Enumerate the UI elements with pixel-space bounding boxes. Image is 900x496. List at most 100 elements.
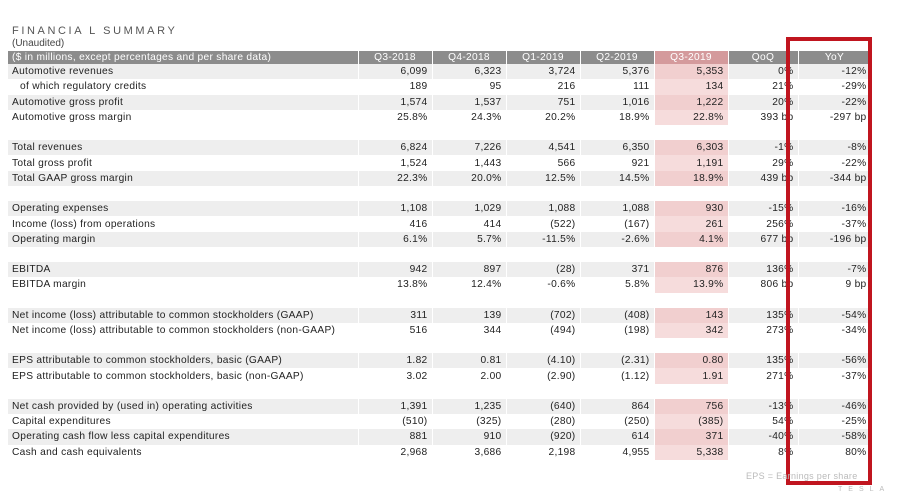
cell-q3-2018: (510) bbox=[358, 414, 433, 430]
cell-q4-2018: 1,235 bbox=[432, 398, 507, 415]
table-row: EPS attributable to common stockholders,… bbox=[8, 353, 872, 369]
cell-q4-2018: 3,686 bbox=[432, 444, 507, 460]
row-label: Income (loss) from operations bbox=[8, 216, 359, 232]
cell-q3-2019: (385) bbox=[654, 414, 729, 430]
row-label: EPS attributable to common stockholders,… bbox=[8, 368, 359, 384]
cell-qoq: 256% bbox=[728, 216, 799, 232]
cell-yoy: -54% bbox=[798, 307, 872, 323]
cell-q3-2019: 5,338 bbox=[654, 444, 729, 460]
cell-qoq: 439 bp bbox=[728, 170, 799, 187]
cell-q3-2019: 143 bbox=[654, 307, 729, 323]
cell-q3-2018: 13.8% bbox=[358, 277, 433, 293]
cell-qoq: 136% bbox=[728, 261, 799, 278]
group-spacer bbox=[8, 292, 872, 308]
cell-q2-2019: 14.5% bbox=[580, 170, 655, 187]
cell-yoy: -46% bbox=[798, 398, 872, 415]
yoy-highlight-box bbox=[786, 37, 872, 485]
table-header-row: ($ in millions, except percentages and p… bbox=[8, 51, 872, 64]
table-row: Automotive revenues 6,099 6,323 3,724 5,376 5… bbox=[8, 64, 872, 80]
cell-q3-2018: 189 bbox=[358, 79, 433, 95]
row-label: EBITDA bbox=[8, 261, 359, 278]
cell-q3-2018: 881 bbox=[358, 429, 433, 445]
group-spacer bbox=[8, 338, 872, 354]
row-label: of which regulatory credits bbox=[8, 79, 359, 95]
cell-qoq: 54% bbox=[728, 414, 799, 430]
cell-qoq: 806 bp bbox=[728, 277, 799, 293]
table-row: Net income (loss) attributable to common… bbox=[8, 307, 872, 323]
table-row: EBITDA margin 13.8% 12.4% -0.6% 5.8% 13.9% 806… bbox=[8, 277, 872, 293]
cell-q3-2019: 371 bbox=[654, 429, 729, 445]
cell-q3-2019: 6,303 bbox=[654, 140, 729, 156]
cell-q4-2018: 12.4% bbox=[432, 277, 507, 293]
cell-q3-2018: 3.02 bbox=[358, 368, 433, 384]
cell-yoy: -16% bbox=[798, 201, 872, 217]
cell-q3-2019: 930 bbox=[654, 201, 729, 217]
table-row: of which regulatory credits 189 95 216 111 13… bbox=[8, 79, 872, 95]
cell-qoq: 677 bp bbox=[728, 231, 799, 247]
group-spacer bbox=[8, 186, 872, 202]
table-row: EBITDA 942 897 (28) 371 876 136% -7% bbox=[8, 261, 872, 278]
cell-q4-2018: 24.3% bbox=[432, 109, 507, 126]
table-row: Capital expenditures (510) (325) (280) (250)… bbox=[8, 414, 872, 430]
cell-q2-2019: -2.6% bbox=[580, 231, 655, 247]
cell-q3-2018: 6.1% bbox=[358, 231, 433, 247]
cell-q3-2018: 2,968 bbox=[358, 444, 433, 460]
cell-q4-2018: (325) bbox=[432, 414, 507, 430]
cell-q3-2019: 342 bbox=[654, 322, 729, 339]
cell-q4-2018: 910 bbox=[432, 429, 507, 445]
cell-qoq: -13% bbox=[728, 398, 799, 415]
cell-q1-2019: (522) bbox=[506, 216, 581, 232]
group-spacer bbox=[8, 125, 872, 141]
table-row: Total revenues 6,824 7,226 4,541 6,350 6,303-… bbox=[8, 140, 872, 156]
cell-q4-2018: 1,443 bbox=[432, 155, 507, 171]
cell-q3-2019: 876 bbox=[654, 261, 729, 278]
column-header-q2-2019: Q2-2019 bbox=[580, 51, 655, 64]
cell-q1-2019: 1,088 bbox=[506, 201, 581, 217]
cell-q3-2019: 261 bbox=[654, 216, 729, 232]
cell-q2-2019: (198) bbox=[580, 322, 655, 339]
cell-q1-2019: 20.2% bbox=[506, 109, 581, 126]
cell-q3-2018: 6,099 bbox=[358, 64, 433, 80]
cell-q2-2019: 1,016 bbox=[580, 94, 655, 110]
cell-q3-2018: 1,574 bbox=[358, 94, 433, 110]
table-row: Operating margin 6.1% 5.7% -11.5% -2.6% 4.1% 6… bbox=[8, 231, 872, 247]
cell-qoq: -40% bbox=[728, 429, 799, 445]
cell-q4-2018: 95 bbox=[432, 79, 507, 95]
column-header-q3-2018: Q3-2018 bbox=[358, 51, 433, 64]
cell-qoq: 393 bp bbox=[728, 109, 799, 126]
row-label: Automotive gross profit bbox=[8, 94, 359, 110]
cell-qoq: 271% bbox=[728, 368, 799, 384]
table-row: Automotive gross profit 1,574 1,537 751 1,01… bbox=[8, 94, 872, 110]
column-header-q1-2019: Q1-2019 bbox=[506, 51, 581, 64]
cell-q3-2019: 13.9% bbox=[654, 277, 729, 293]
cell-q2-2019: 18.9% bbox=[580, 109, 655, 126]
row-label: Net income (loss) attributable to common… bbox=[8, 322, 359, 339]
row-label: Cash and cash equivalents bbox=[8, 444, 359, 460]
cell-q1-2019: (280) bbox=[506, 414, 581, 430]
column-header-q4-2018: Q4-2018 bbox=[432, 51, 507, 64]
column-header-qoq: QoQ bbox=[728, 51, 799, 64]
cell-yoy: -344 bp bbox=[798, 170, 872, 187]
cell-q1-2019: (640) bbox=[506, 398, 581, 415]
row-label: Operating cash flow less capital expendi… bbox=[8, 429, 359, 445]
cell-q1-2019: 751 bbox=[506, 94, 581, 110]
cell-q3-2019: 756 bbox=[654, 398, 729, 415]
cell-qoq: 29% bbox=[728, 155, 799, 171]
cell-q1-2019: 2,198 bbox=[506, 444, 581, 460]
cell-q4-2018: 2.00 bbox=[432, 368, 507, 384]
cell-q2-2019: 5,376 bbox=[580, 64, 655, 80]
cell-q2-2019: 4,955 bbox=[580, 444, 655, 460]
column-header-q3-2019: Q3-2019 bbox=[654, 51, 729, 64]
cell-q1-2019: (702) bbox=[506, 307, 581, 323]
row-label: Net income (loss) attributable to common… bbox=[8, 307, 359, 323]
table-row: Total GAAP gross margin 22.3% 20.0% 12.5% 14… bbox=[8, 170, 872, 187]
cell-q2-2019: 5.8% bbox=[580, 277, 655, 293]
cell-q2-2019: (167) bbox=[580, 216, 655, 232]
cell-q1-2019: (28) bbox=[506, 261, 581, 278]
cell-q4-2018: 1,029 bbox=[432, 201, 507, 217]
cell-q4-2018: 5.7% bbox=[432, 231, 507, 247]
cell-q1-2019: 566 bbox=[506, 155, 581, 171]
document-title: FINANCIA L SUMMARY bbox=[12, 25, 178, 37]
cell-q2-2019: 1,088 bbox=[580, 201, 655, 217]
table-row: Net cash provided by (used in) operating… bbox=[8, 398, 872, 415]
